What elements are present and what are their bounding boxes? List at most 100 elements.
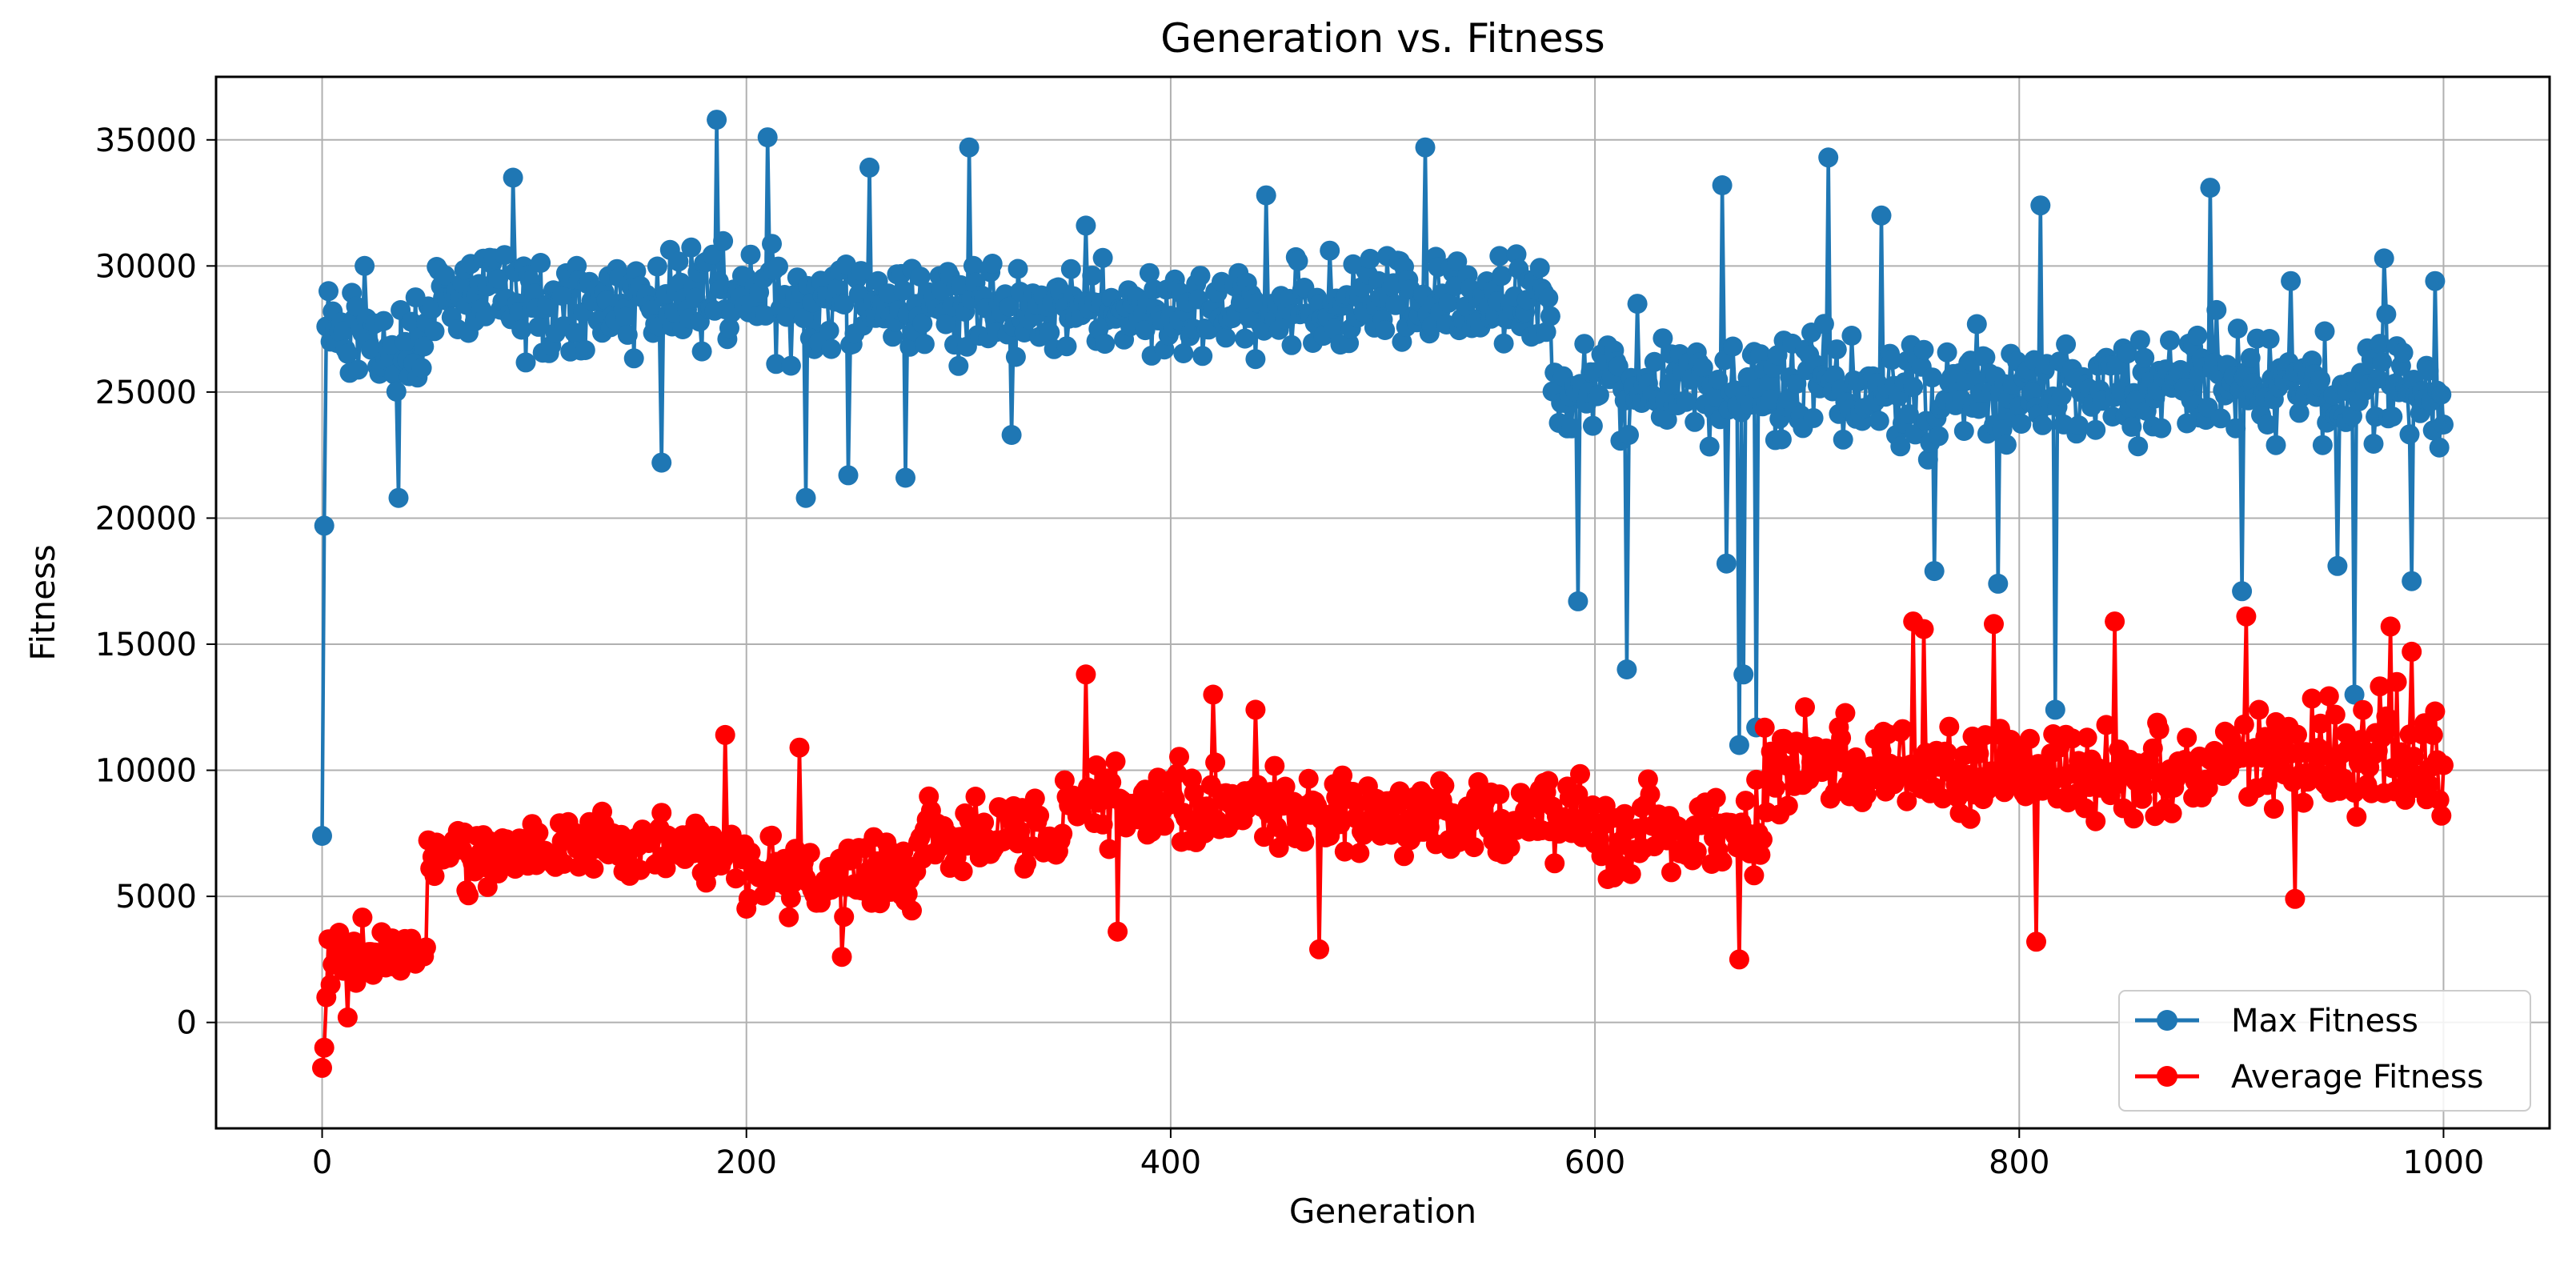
data-point — [780, 355, 801, 376]
data-point — [1561, 418, 1582, 439]
data-point — [1489, 246, 1510, 266]
data-point — [2431, 805, 2452, 826]
data-point — [318, 281, 339, 302]
data-point — [2393, 343, 2414, 363]
data-point — [623, 348, 644, 369]
data-point — [2399, 424, 2420, 445]
data-point — [2434, 415, 2454, 435]
data-point — [713, 230, 734, 251]
data-point — [1735, 791, 1756, 811]
data-point — [651, 803, 672, 823]
data-point — [1953, 421, 1974, 441]
data-point — [2403, 747, 2424, 767]
y-tick-label: 20000 — [95, 500, 197, 537]
data-point — [1538, 287, 1559, 308]
data-point — [2141, 759, 2161, 779]
data-point — [1334, 841, 1355, 862]
data-point — [2020, 728, 2040, 749]
data-point — [766, 354, 787, 375]
data-point — [1893, 719, 1913, 739]
data-point — [1856, 784, 1877, 805]
data-point — [1813, 314, 1834, 335]
data-point — [1008, 258, 1028, 279]
data-point — [2210, 408, 2231, 429]
data-point — [1538, 771, 1559, 791]
data-point — [2302, 688, 2322, 709]
data-point — [1040, 323, 1060, 343]
data-point — [312, 826, 332, 846]
data-point — [1771, 429, 1792, 450]
data-point — [974, 812, 995, 833]
data-point — [1385, 294, 1406, 315]
data-point — [859, 157, 879, 178]
data-point — [1818, 147, 1839, 168]
data-point — [1001, 425, 1022, 445]
data-point — [1434, 775, 1455, 796]
data-point — [1960, 808, 1981, 829]
data-point — [2327, 555, 2348, 576]
data-point — [755, 883, 776, 904]
data-point — [1139, 262, 1160, 283]
data-point — [1082, 265, 1103, 286]
y-axis-label: Fitness — [23, 544, 62, 660]
data-point — [1759, 375, 1779, 395]
data-point — [1192, 346, 1213, 367]
data-point — [1627, 818, 1648, 839]
data-point — [668, 251, 689, 272]
data-point — [2062, 728, 2082, 749]
data-point — [1777, 795, 1798, 816]
data-point — [681, 237, 702, 258]
data-point — [2134, 347, 2155, 368]
data-point — [386, 381, 407, 402]
data-point — [575, 340, 595, 360]
data-point — [2233, 714, 2254, 735]
data-point — [1245, 349, 1266, 370]
data-point — [564, 323, 585, 343]
data-point — [1917, 449, 1938, 470]
data-point — [2422, 724, 2443, 745]
data-point — [1105, 751, 1126, 771]
data-point — [2134, 776, 2155, 797]
data-point — [1447, 251, 1468, 272]
data-point — [346, 972, 367, 993]
data-point — [1092, 247, 1113, 268]
data-point — [1275, 776, 1296, 797]
data-point — [1500, 837, 1520, 858]
data-point — [1992, 419, 2013, 440]
data-point — [1913, 619, 1934, 639]
data-point — [1712, 851, 1733, 872]
data-point — [1298, 768, 1319, 789]
data-point — [2285, 888, 2306, 909]
data-point — [959, 137, 980, 158]
data-point — [1092, 814, 1113, 835]
y-tick-label: 35000 — [95, 122, 197, 159]
data-point — [715, 724, 735, 745]
data-point — [963, 255, 984, 276]
data-point — [651, 452, 672, 473]
data-point — [2129, 330, 2150, 351]
y-tick-label: 30000 — [95, 248, 197, 285]
data-point — [352, 907, 373, 928]
data-point — [1637, 769, 1658, 790]
data-point — [1871, 205, 1892, 226]
legend-max-marker — [2157, 1010, 2177, 1031]
data-point — [1544, 853, 1565, 874]
data-point — [878, 283, 899, 304]
data-point — [1898, 404, 1919, 424]
data-point — [1529, 258, 1550, 278]
data-point — [1627, 294, 1648, 314]
data-point — [1614, 803, 1635, 824]
data-point — [2425, 701, 2446, 722]
data-point — [1716, 553, 1737, 574]
data-point — [965, 787, 986, 807]
data-point — [343, 931, 364, 952]
data-point — [2363, 434, 2384, 454]
data-point — [1060, 258, 1081, 279]
data-point — [2197, 778, 2218, 799]
data-point — [2380, 616, 2401, 637]
data-point — [2240, 347, 2261, 368]
data-point — [1415, 137, 1436, 158]
data-point — [1712, 175, 1733, 195]
data-point — [1506, 244, 1527, 265]
data-point — [1786, 374, 1807, 394]
